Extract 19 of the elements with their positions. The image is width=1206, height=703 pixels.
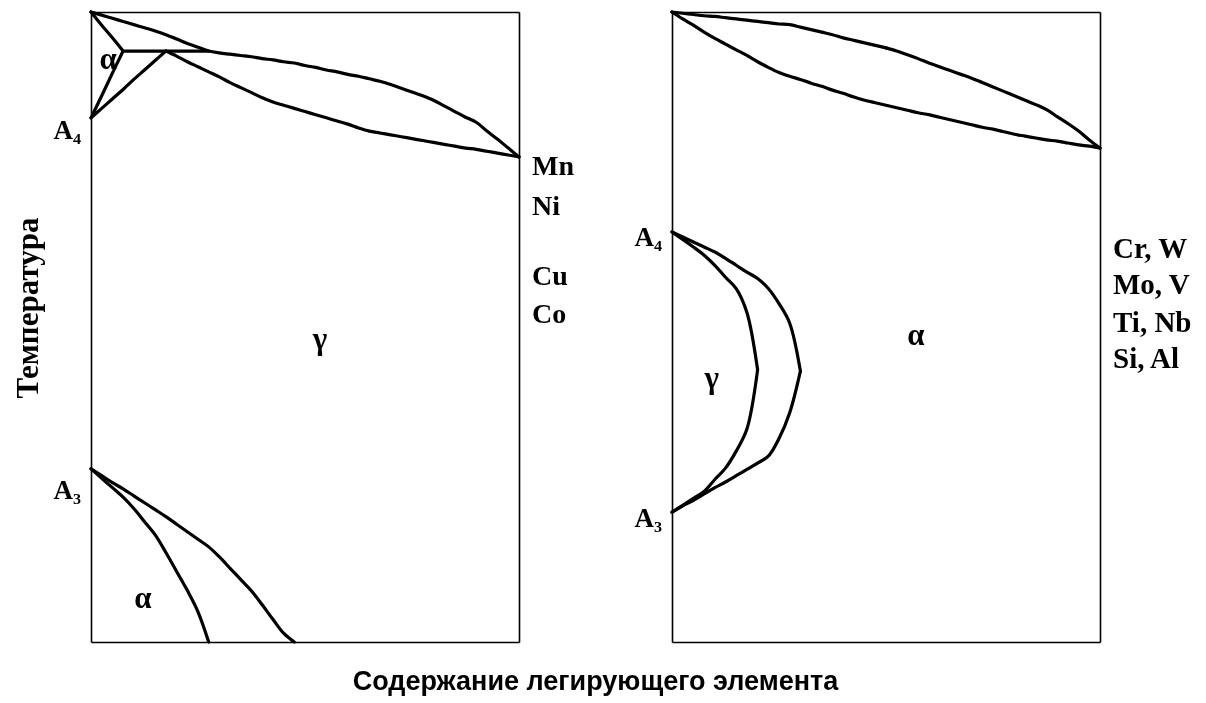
annotation: γ (703, 359, 720, 395)
text: A₄ (53, 114, 81, 145)
annotation: α (907, 316, 925, 352)
text: Mo, V (1113, 268, 1190, 301)
annotation: α (134, 579, 152, 615)
text: Ti, Nb (1113, 305, 1192, 338)
annotation: α (99, 40, 117, 76)
text: A₃ (634, 502, 662, 533)
text: Cu (532, 259, 568, 291)
text: A₄ (634, 221, 662, 252)
x-axis-title: Содержание легирующего элемента (352, 666, 840, 696)
text: Cr, W (1113, 232, 1188, 265)
text: Si, Al (1113, 341, 1180, 374)
text: Ni (532, 189, 561, 221)
annotation: γ (311, 320, 328, 356)
text: Co (532, 297, 567, 329)
y-axis-title: Температура (9, 217, 45, 399)
text: Mn (532, 149, 575, 181)
text: A₃ (53, 475, 81, 506)
